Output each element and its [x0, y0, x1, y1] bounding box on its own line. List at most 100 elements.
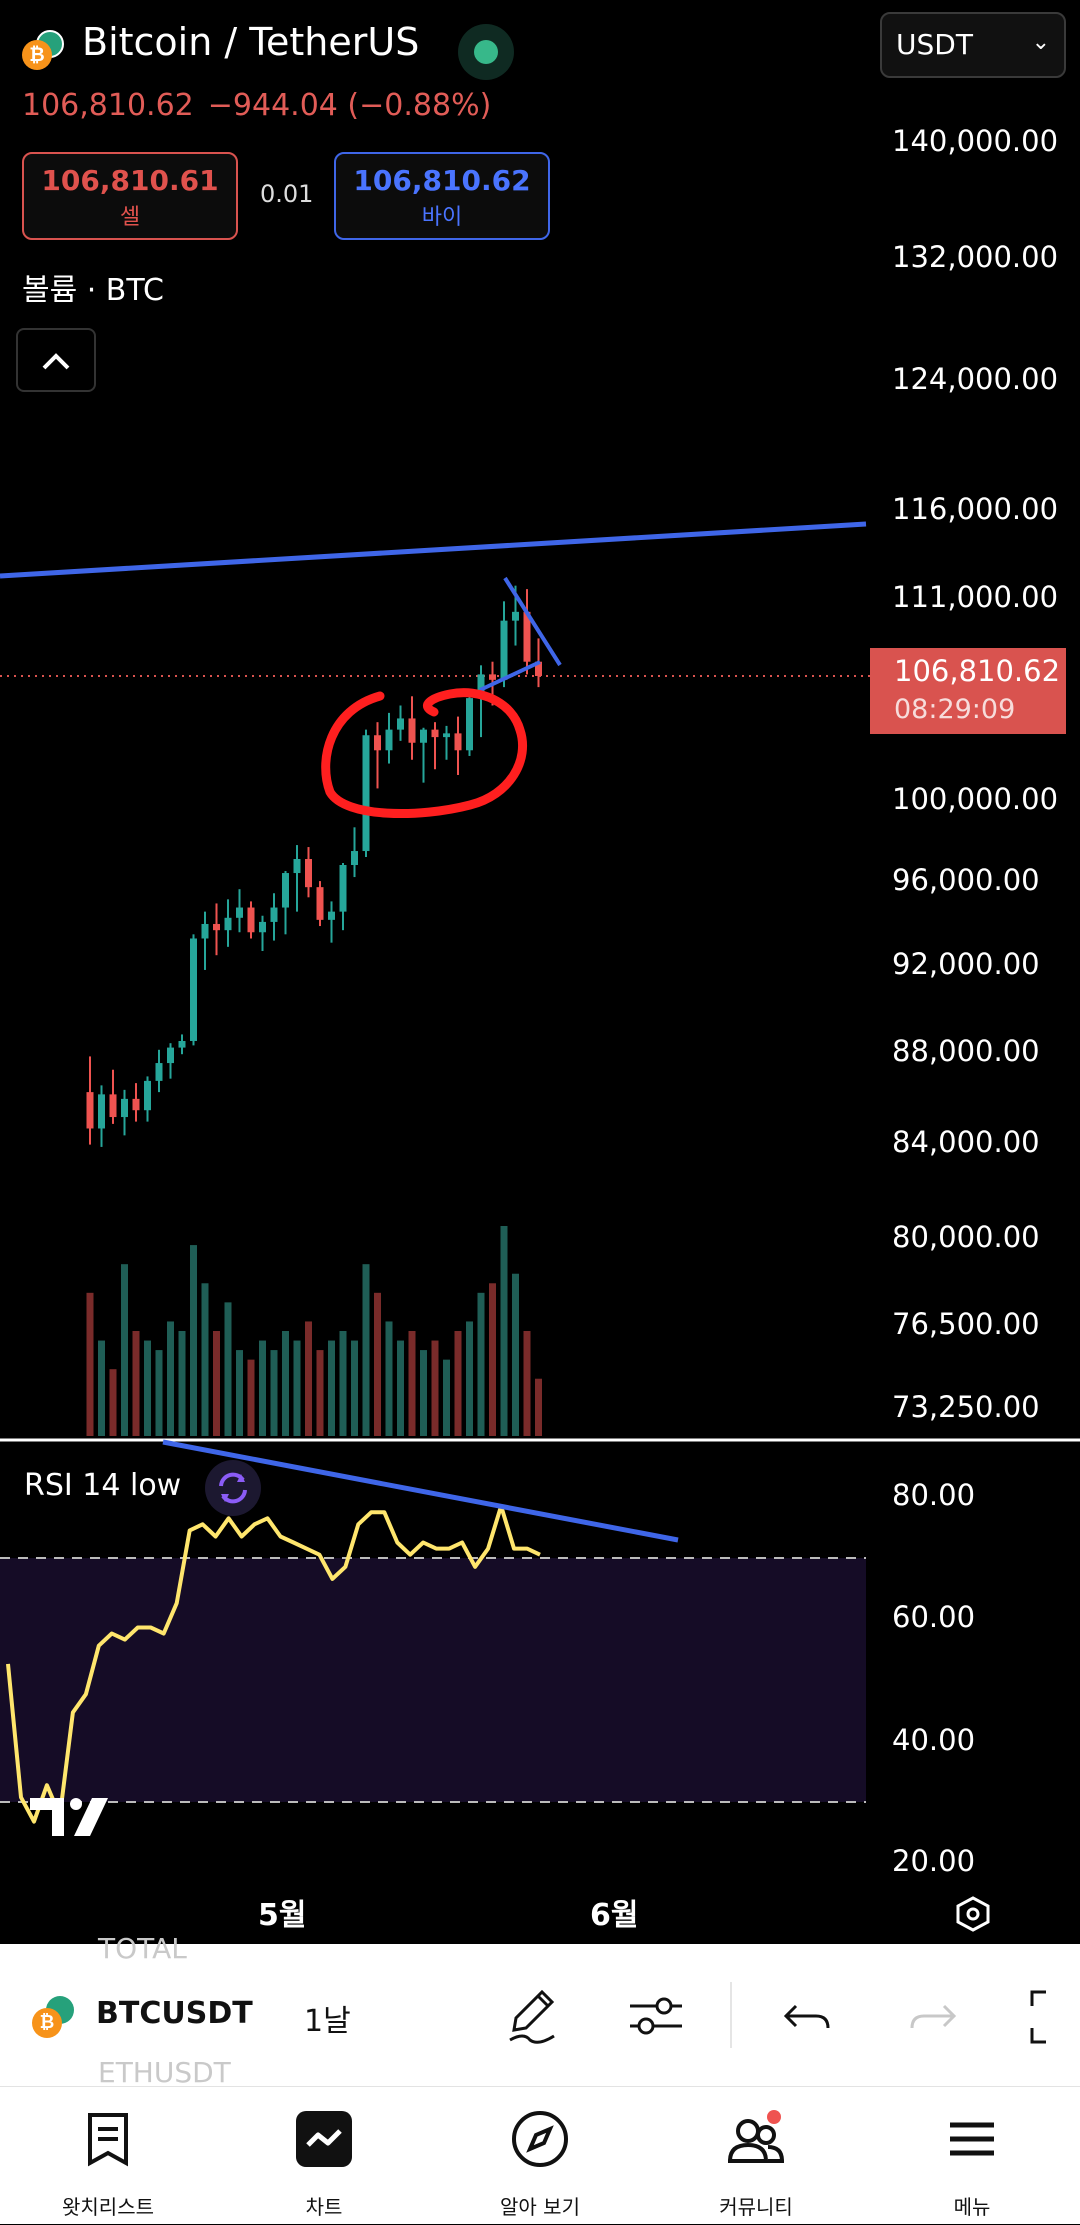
nav-label: 메뉴: [953, 2195, 991, 2219]
candle-down: [213, 923, 220, 931]
triangle-drawing[interactable]: [479, 576, 562, 692]
price-axis-label: 73,250.00: [892, 1390, 1040, 1424]
time-axis-label: 6월: [590, 1898, 639, 1933]
volume-bar: [155, 1350, 163, 1436]
volume-bar: [121, 1264, 128, 1436]
candle-down: [454, 733, 462, 751]
freehand-circle-annotation[interactable]: [321, 688, 528, 818]
volume-bar: [523, 1331, 531, 1436]
volume-bar: [374, 1292, 381, 1436]
nav-item-chart[interactable]: 차트: [216, 2087, 432, 2225]
candle-down: [374, 735, 381, 751]
price-change: −944.04 (−0.88%): [207, 88, 492, 123]
candle-up: [270, 907, 278, 922]
volume-bar: [86, 1292, 94, 1436]
collapse-indicators-button[interactable]: [16, 328, 96, 392]
chevron-down-icon: ⌄: [1031, 30, 1050, 55]
candle-up: [259, 921, 266, 933]
candle-up: [328, 911, 335, 920]
candle-up: [512, 611, 519, 621]
price-axis-label: 76,500.00: [892, 1307, 1040, 1341]
candle-up: [362, 735, 370, 852]
volume-bar: [443, 1359, 450, 1436]
volume-bar: [178, 1331, 186, 1436]
candle-up: [224, 917, 232, 931]
volume-bars: [86, 1226, 542, 1436]
price-axis-label: 140,000.00: [892, 124, 1059, 158]
volume-bar: [144, 1340, 151, 1436]
volume-bar: [397, 1340, 404, 1436]
candle-down: [523, 611, 531, 662]
trendline-drawing[interactable]: [0, 521, 867, 579]
chart-icon: [296, 2111, 352, 2167]
volume-bar: [339, 1331, 347, 1436]
volume-bar: [190, 1245, 197, 1436]
pair-logo: ₿: [22, 30, 64, 70]
sell-button[interactable]: 106,810.61 셀: [22, 152, 238, 240]
candle-down: [109, 1094, 117, 1118]
nav-label: 알아 보기: [500, 2195, 580, 2219]
buy-price: 106,810.62: [353, 164, 531, 197]
candle-down: [247, 907, 255, 933]
candle-down: [305, 859, 312, 888]
volume-bar: [351, 1340, 358, 1436]
volume-indicator-label[interactable]: 볼륨 · BTC: [22, 273, 164, 308]
chart-area[interactable]: [0, 0, 1080, 1944]
symbol-title[interactable]: Bitcoin / TetherUS: [82, 20, 420, 64]
buy-button[interactable]: 106,810.62 바이: [334, 152, 550, 240]
price-axis-label: 100,000.00: [892, 782, 1059, 816]
candles: [86, 585, 542, 1147]
rsi-axis-label: 20.00: [892, 1844, 976, 1878]
candle-up: [351, 851, 358, 866]
candle-down: [86, 1092, 94, 1129]
refresh-icon: [219, 1472, 247, 1504]
redo-icon[interactable]: [900, 1984, 964, 2048]
volume-bar: [316, 1350, 324, 1436]
last-price: 106,810.62: [22, 88, 194, 123]
candle-up: [167, 1047, 174, 1064]
settings-hexagon-icon[interactable]: [956, 1896, 990, 1932]
candle-up: [201, 923, 209, 939]
candle-up: [236, 907, 243, 918]
notification-dot: [767, 2110, 781, 2124]
nav-item-explore[interactable]: 알아 보기: [432, 2087, 648, 2225]
rsi-axis-label: 60.00: [892, 1600, 976, 1634]
volume-bar: [270, 1350, 278, 1436]
candle-up: [466, 698, 473, 751]
symbol-selector[interactable]: BTCUSDT: [96, 1996, 253, 2031]
volume-bar: [201, 1283, 209, 1436]
volume-bar: [293, 1340, 301, 1436]
undo-icon[interactable]: [776, 1984, 840, 2048]
drawing-pencil-icon[interactable]: [500, 1984, 564, 2048]
volume-bar: [420, 1350, 427, 1436]
nav-item-menu[interactable]: 메뉴: [864, 2087, 1080, 2225]
price-axis-label: 92,000.00: [892, 947, 1040, 981]
rsi-trendline-drawing[interactable]: [162, 1439, 679, 1543]
candle-up: [190, 938, 197, 1042]
nav-item-watchlist[interactable]: 왓치리스트: [0, 2087, 216, 2225]
candle-up: [443, 733, 450, 738]
buy-label: 바이: [421, 205, 463, 230]
indicators-sliders-icon[interactable]: [624, 1984, 688, 2048]
price-axis-label: 111,000.00: [892, 580, 1059, 614]
rsi-indicator-label[interactable]: RSI 14 low: [24, 1468, 182, 1503]
market-status-icon: [458, 24, 514, 80]
volume-bar: [431, 1340, 439, 1436]
price-axis-label: 124,000.00: [892, 362, 1059, 396]
volume-bar: [247, 1359, 255, 1436]
candle-down: [132, 1098, 140, 1111]
fullscreen-icon[interactable]: [1028, 1988, 1080, 2046]
volume-bar: [362, 1264, 370, 1436]
interval-selector[interactable]: 1날: [304, 2004, 351, 2039]
bottom-navigation: 왓치리스트 차트 알아 보기 커뮤니티 메뉴: [0, 2086, 1080, 2224]
nav-item-community[interactable]: 커뮤니티: [648, 2087, 864, 2225]
toolbar-pair-logo: ₿: [32, 1996, 74, 2038]
rsi-refresh-button[interactable]: [205, 1460, 261, 1516]
volume-bar: [224, 1302, 232, 1436]
volume-bar: [535, 1378, 542, 1436]
candle-up: [477, 674, 485, 699]
volume-bar: [454, 1331, 462, 1436]
volume-bar: [466, 1321, 473, 1436]
bitcoin-icon: ₿: [22, 40, 52, 70]
currency-select[interactable]: USDT ⌄: [880, 12, 1066, 78]
